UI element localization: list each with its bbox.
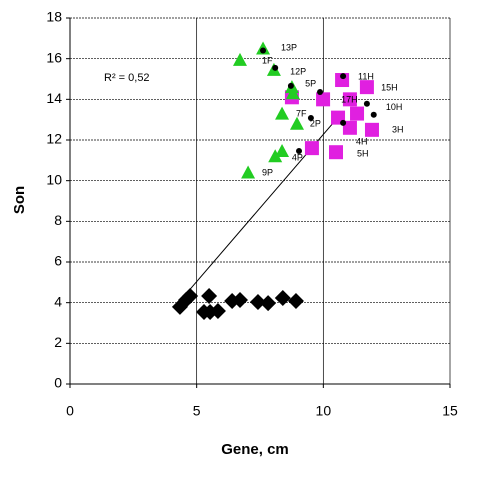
diamond-marker — [231, 292, 248, 309]
dot-marker — [340, 73, 347, 80]
point-label: 9P — [262, 167, 273, 177]
square-marker — [342, 92, 357, 107]
square-marker — [342, 120, 357, 135]
point-label: 3H — [392, 124, 404, 134]
diamond-marker — [201, 287, 218, 304]
triangle-marker — [289, 116, 304, 130]
diamond-marker — [196, 304, 213, 321]
triangle-marker — [268, 149, 283, 163]
point-label: 15H — [381, 83, 398, 93]
point-label: 4H — [356, 136, 368, 146]
dot-marker — [307, 115, 314, 122]
x-axis-title: Gene, cm — [221, 441, 289, 458]
dot-marker — [296, 147, 303, 154]
y-tick-label: 4 — [54, 293, 62, 309]
point-label: 5H — [357, 148, 369, 158]
triangle-marker — [232, 52, 247, 66]
point-label: 12P — [290, 66, 306, 76]
triangle-marker — [285, 86, 300, 100]
point-label: 11H — [358, 71, 374, 81]
point-label: 7F — [296, 108, 307, 118]
point-label: 4P — [292, 152, 303, 162]
y-tick-label: 2 — [54, 334, 62, 350]
diamond-marker — [274, 289, 291, 306]
point-label: 13P — [281, 42, 297, 52]
dot-marker — [340, 119, 347, 126]
square-marker — [316, 92, 331, 107]
square-marker — [304, 141, 319, 156]
dot-marker — [287, 82, 294, 89]
triangle-marker — [241, 165, 256, 179]
point-label: 17H — [341, 94, 358, 104]
square-marker — [359, 80, 374, 95]
x-tick-label: 5 — [193, 403, 201, 419]
square-marker — [329, 145, 343, 160]
x-tick-label: 15 — [442, 403, 458, 419]
diamond-marker — [209, 303, 226, 320]
diamond-marker — [287, 293, 304, 310]
square-marker — [350, 106, 365, 121]
dot-marker — [272, 64, 279, 71]
x-tick-label: 0 — [66, 403, 74, 419]
y-tick-label: 10 — [46, 171, 62, 187]
dot-marker — [370, 111, 377, 118]
dot-marker — [317, 89, 324, 96]
diamond-marker — [249, 294, 266, 311]
point-label: 5P — [305, 78, 316, 88]
y-axis-title: Son — [11, 186, 28, 214]
r-squared: R² = 0,52 — [104, 72, 150, 84]
y-tick-label: 18 — [46, 9, 62, 25]
y-tick-label: 0 — [54, 375, 62, 391]
y-tick-label: 6 — [54, 253, 62, 269]
y-tick-label: 12 — [46, 131, 62, 147]
x-tick-label: 10 — [316, 403, 332, 419]
diamond-marker — [260, 295, 277, 312]
y-tick-label: 8 — [54, 212, 62, 228]
point-label: 2P — [310, 118, 321, 128]
triangle-marker — [275, 143, 290, 157]
triangle-marker — [275, 106, 290, 120]
dot-marker — [260, 47, 267, 54]
square-marker — [364, 122, 379, 137]
y-tick-label: 16 — [46, 49, 62, 65]
point-label: 10H — [386, 102, 403, 112]
dot-marker — [363, 100, 370, 107]
y-tick-label: 14 — [46, 90, 62, 106]
diamond-marker — [178, 292, 195, 309]
point-label: 1F — [262, 55, 273, 65]
